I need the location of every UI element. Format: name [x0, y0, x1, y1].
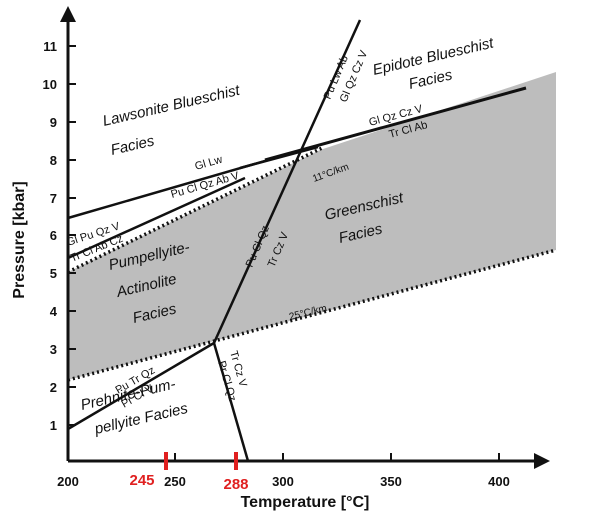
reaction-line-prehnite — [212, 342, 250, 462]
x-tick-label: 250 — [164, 474, 186, 489]
x-tick-label: 350 — [380, 474, 402, 489]
y-tick-label: 3 — [50, 342, 57, 357]
x-tick-label: 400 — [488, 474, 510, 489]
marker-245-label: 245 — [129, 472, 154, 489]
y-ticks — [68, 45, 76, 426]
gradient-11-line — [67, 146, 323, 274]
facies-epidote-sub: Facies — [407, 66, 454, 93]
y-tick-label: 11 — [43, 39, 57, 54]
facies-lawsonite-sub: Facies — [109, 132, 156, 159]
y-tick-label: 2 — [50, 380, 57, 395]
reaction-line-tr-cl — [67, 176, 246, 260]
x-tick-label: 200 — [57, 474, 79, 489]
greenschist-field — [68, 72, 556, 380]
y-axis-arrow — [60, 6, 76, 22]
x-tick-label: 300 — [272, 474, 294, 489]
reaction-line-epidote — [264, 86, 527, 162]
marker-288-label: 288 — [223, 476, 248, 493]
facies-lawsonite: Lawsonite Blueschist — [101, 82, 242, 130]
y-tick-label: 8 — [50, 153, 57, 168]
y-axis-title: Pressure [kbar] — [11, 181, 28, 298]
y-tick-label: 4 — [50, 304, 58, 319]
marker-245-bar — [164, 452, 168, 470]
y-tick-label: 7 — [50, 191, 57, 206]
reaction-line-low — [67, 341, 215, 431]
x-axis-arrow — [534, 453, 550, 469]
reaction-gl-lw: Gl Lw — [194, 154, 224, 173]
gradient-25-line — [67, 248, 557, 382]
x-ticks — [174, 453, 500, 461]
marker-288-bar — [234, 452, 238, 470]
y-tick-label: 9 — [50, 115, 57, 130]
y-tick-label: 10 — [43, 77, 57, 92]
reaction-line-steep — [212, 19, 362, 344]
y-tick-label: 1 — [50, 418, 57, 433]
x-axis-title: Temperature [°C] — [241, 494, 370, 511]
y-tick-label: 5 — [50, 266, 57, 281]
y-tick-label: 6 — [50, 228, 57, 243]
